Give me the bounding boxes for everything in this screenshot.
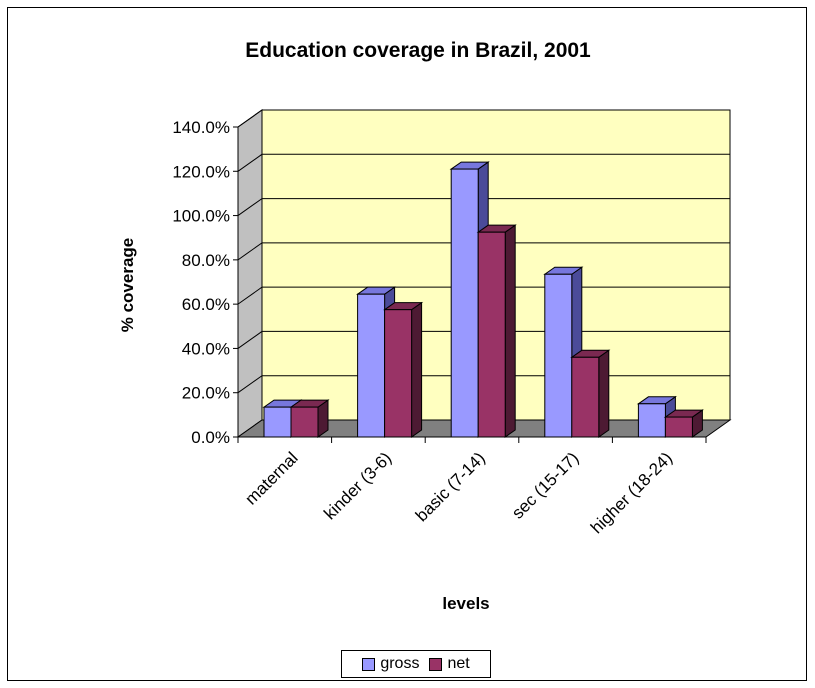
bar-net [664, 416, 693, 438]
bar-net [384, 309, 413, 438]
bar-net-side [411, 301, 423, 438]
legend-item-gross: gross [362, 655, 419, 673]
y-tick-label: 60.0% [182, 295, 230, 314]
bar-gross [450, 168, 479, 438]
x-tick-label: sec (15-17) [508, 448, 582, 522]
x-axis-title: levels [442, 594, 489, 613]
legend-item-net: net [429, 655, 470, 673]
x-tick-label: basic (7-14) [412, 448, 489, 525]
bar-gross [544, 273, 573, 438]
x-tick-label: kinder (3-6) [320, 448, 395, 523]
gridline [237, 198, 730, 216]
legend-label-net: net [447, 655, 470, 672]
y-tick-label: 40.0% [182, 339, 230, 358]
bar-gross [357, 293, 386, 438]
bar-net [477, 231, 506, 438]
y-tick-label: 140.0% [172, 118, 230, 137]
gridline [237, 242, 730, 261]
bar-net-side [504, 224, 516, 438]
gridline [237, 109, 730, 128]
bar-net [571, 356, 600, 438]
bar-gross [263, 406, 292, 438]
x-tick-label: higher (18-24) [587, 448, 676, 537]
y-tick-label: 100.0% [172, 207, 230, 226]
bar-net [290, 406, 319, 438]
y-tick-label: 80.0% [182, 251, 230, 270]
legend-swatch-net [429, 657, 443, 671]
y-tick-label: 120.0% [172, 162, 230, 181]
chart-title: Education coverage in Brazil, 2001 [245, 39, 591, 62]
gridline [237, 153, 730, 172]
x-tick-label: maternal [241, 448, 301, 508]
bar-gross [637, 403, 666, 438]
bar-net-side [598, 349, 610, 438]
legend: gross net [341, 650, 491, 678]
y-axis-title: % coverage [118, 238, 137, 333]
legend-swatch-gross [362, 657, 376, 671]
y-tick-label: 0.0% [191, 428, 230, 447]
plot-side-wall [237, 109, 263, 438]
legend-label-gross: gross [380, 655, 420, 672]
y-tick-label: 20.0% [182, 384, 230, 403]
